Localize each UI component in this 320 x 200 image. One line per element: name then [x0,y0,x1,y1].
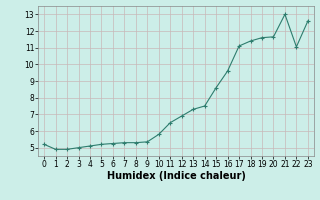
X-axis label: Humidex (Indice chaleur): Humidex (Indice chaleur) [107,171,245,181]
